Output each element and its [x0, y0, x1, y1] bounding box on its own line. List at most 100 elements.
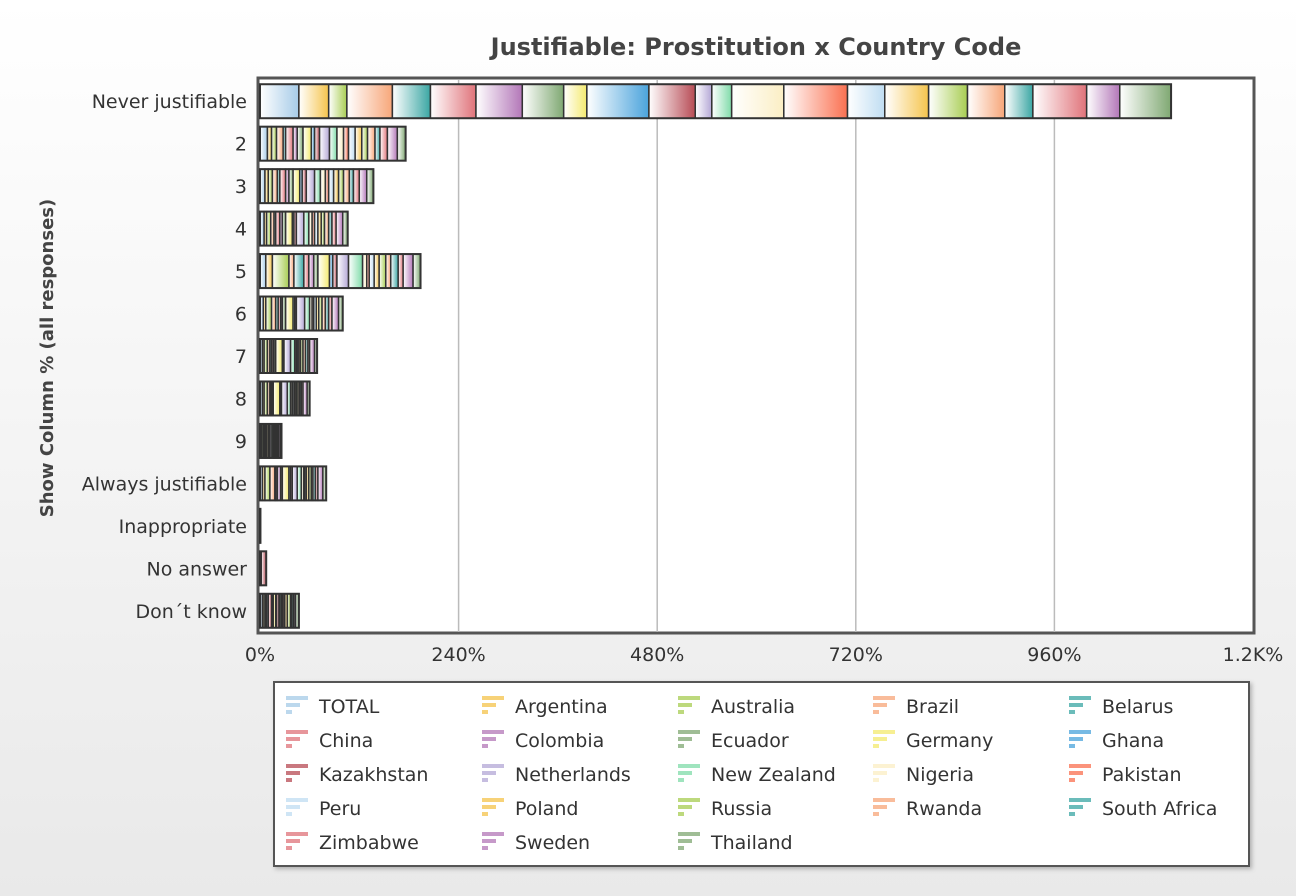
- bar-segment[interactable]: [358, 168, 368, 204]
- bar-segment[interactable]: [265, 253, 274, 289]
- bar-segment[interactable]: [274, 338, 284, 374]
- legend-item[interactable]: Belarus: [1069, 696, 1173, 718]
- bar-segment[interactable]: [280, 380, 289, 417]
- legend-item[interactable]: China: [286, 730, 373, 752]
- legend-item[interactable]: Brazil: [873, 696, 959, 718]
- bar-segment[interactable]: [347, 125, 356, 162]
- legend-item[interactable]: Kazakhstan: [286, 764, 428, 786]
- legend-item[interactable]: Peru: [286, 798, 361, 820]
- bar-segment[interactable]: [1085, 83, 1121, 119]
- legend-item[interactable]: Argentina: [482, 696, 608, 718]
- bar-segment[interactable]: [265, 295, 273, 332]
- bar-segment[interactable]: [284, 210, 294, 247]
- legend-item[interactable]: Ecuador: [678, 730, 789, 752]
- bar-segment[interactable]: [354, 125, 363, 162]
- bar-segment[interactable]: [271, 253, 290, 289]
- bar-segment[interactable]: [327, 83, 348, 119]
- bar-segment[interactable]: [331, 295, 340, 332]
- bar-segment[interactable]: [318, 125, 331, 162]
- bar-segment[interactable]: [275, 125, 284, 162]
- bar-segment[interactable]: [884, 83, 930, 119]
- bar-segment[interactable]: [586, 83, 650, 119]
- plot-area: [256, 76, 1256, 635]
- legend-item[interactable]: TOTAL: [286, 696, 380, 718]
- bar-segment[interactable]: [298, 83, 330, 119]
- bar-segment[interactable]: [1004, 83, 1034, 119]
- bar-segment[interactable]: [302, 125, 313, 162]
- legend-item[interactable]: Rwanda: [873, 798, 982, 820]
- legend-item[interactable]: Zimbabwe: [286, 832, 419, 854]
- bar-segment[interactable]: [396, 125, 407, 162]
- legend-item[interactable]: South Africa: [1069, 798, 1217, 820]
- bar-segment[interactable]: [475, 83, 524, 119]
- legend-item[interactable]: Poland: [482, 798, 578, 820]
- bar-segment[interactable]: [352, 168, 361, 204]
- bar-series-icon: [873, 798, 895, 816]
- legend-label: New Zealand: [711, 764, 836, 786]
- bar-segment[interactable]: [412, 253, 422, 289]
- bar-segment[interactable]: [927, 83, 969, 119]
- legend-item[interactable]: Australia: [678, 696, 795, 718]
- bar-segment[interactable]: [259, 125, 269, 162]
- bar-segment[interactable]: [296, 125, 304, 162]
- bar-segment[interactable]: [378, 253, 387, 289]
- bar-segment[interactable]: [389, 253, 399, 289]
- bar-series-icon: [482, 798, 504, 816]
- legend-item[interactable]: Germany: [873, 730, 993, 752]
- bar-segment[interactable]: [281, 465, 290, 502]
- bar-segment[interactable]: [379, 125, 389, 162]
- bar-segment[interactable]: [361, 125, 369, 162]
- bar-segment[interactable]: [846, 83, 886, 119]
- legend-item[interactable]: Nigeria: [873, 764, 974, 786]
- bar-segment[interactable]: [335, 210, 344, 247]
- bar-outline: [259, 125, 407, 162]
- bar-segment[interactable]: [694, 83, 713, 119]
- bar-segment[interactable]: [295, 210, 305, 247]
- bar-segment[interactable]: [429, 83, 477, 119]
- bar-segment[interactable]: [272, 380, 281, 417]
- legend-label: Ecuador: [711, 730, 789, 752]
- bar-segment[interactable]: [342, 168, 351, 204]
- bar-segment[interactable]: [711, 83, 733, 119]
- legend-item[interactable]: Sweden: [482, 832, 590, 854]
- bar-segment[interactable]: [966, 83, 1006, 119]
- bar-segment[interactable]: [366, 125, 376, 162]
- bar-segment[interactable]: [347, 253, 364, 289]
- legend-item[interactable]: Colombia: [482, 730, 604, 752]
- bar-segment[interactable]: [305, 168, 316, 204]
- bar-series-icon: [678, 696, 700, 714]
- bar-segment[interactable]: [648, 83, 697, 119]
- bar-segment[interactable]: [336, 253, 350, 289]
- bar-segment[interactable]: [284, 295, 294, 332]
- bar-segment[interactable]: [783, 83, 849, 119]
- bar-segment[interactable]: [328, 125, 338, 162]
- bar-segment[interactable]: [313, 168, 322, 204]
- bar-segment[interactable]: [730, 83, 785, 119]
- legend-item[interactable]: New Zealand: [678, 764, 836, 786]
- bar-segment[interactable]: [562, 83, 588, 119]
- bar-segment[interactable]: [295, 295, 306, 332]
- bar-segment[interactable]: [317, 253, 331, 289]
- legend-item[interactable]: Ghana: [1069, 730, 1164, 752]
- bar-segment[interactable]: [402, 253, 414, 289]
- bar-segment[interactable]: [386, 125, 399, 162]
- legend-label: Poland: [515, 798, 578, 820]
- legend-item[interactable]: Pakistan: [1069, 764, 1182, 786]
- x-tick-label: 240%: [431, 644, 485, 666]
- bar-segment[interactable]: [1032, 83, 1088, 119]
- bar-segment[interactable]: [259, 83, 300, 119]
- bar-segment[interactable]: [521, 83, 565, 119]
- bar-segment[interactable]: [293, 253, 305, 289]
- bar-segment[interactable]: [391, 83, 432, 119]
- bar-segment[interactable]: [336, 125, 345, 162]
- bar-segment[interactable]: [346, 83, 394, 119]
- legend-item[interactable]: Thailand: [678, 832, 793, 854]
- bar-segment[interactable]: [279, 168, 287, 204]
- legend-label: Sweden: [515, 832, 590, 854]
- bar-segment[interactable]: [284, 125, 294, 162]
- bar-segment[interactable]: [1119, 83, 1172, 119]
- bar-segment[interactable]: [283, 338, 292, 374]
- legend-item[interactable]: Russia: [678, 798, 772, 820]
- bar-segment[interactable]: [292, 168, 301, 204]
- legend-item[interactable]: Netherlands: [482, 764, 631, 786]
